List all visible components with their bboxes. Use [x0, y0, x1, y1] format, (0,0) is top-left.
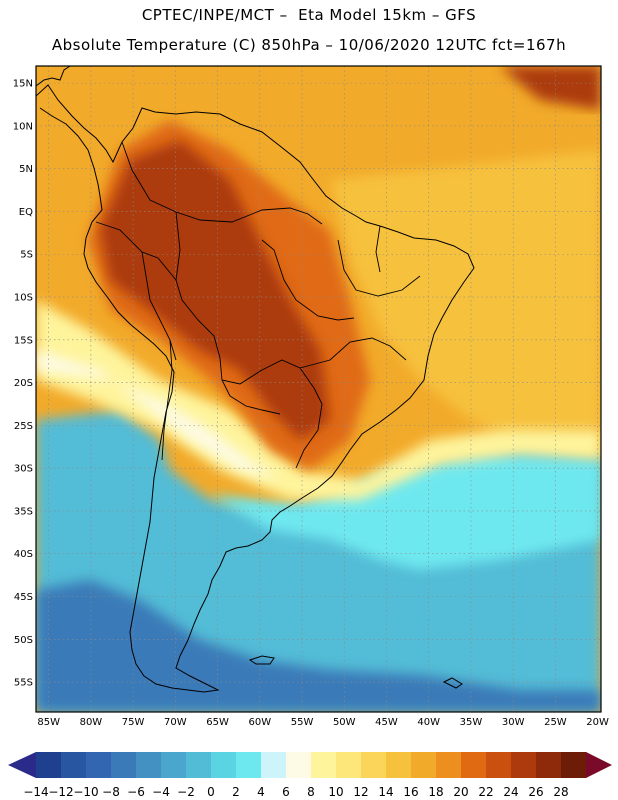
lon-label: 50W	[333, 717, 356, 728]
lat-label: 50S	[14, 635, 33, 646]
colorbar-label: 16	[403, 785, 418, 799]
colorbar-label: 12	[353, 785, 368, 799]
lon-label: 30W	[502, 717, 525, 728]
temperature-field	[36, 66, 601, 712]
colorbar-cells	[36, 752, 587, 778]
lat-label: EQ	[19, 207, 33, 218]
colorbar-cell	[211, 752, 237, 778]
colorbar-cell	[186, 752, 212, 778]
lon-label: 25W	[544, 717, 567, 728]
field-pale-band	[36, 350, 280, 480]
colorbar-cell	[411, 752, 437, 778]
colorbar-cell	[311, 752, 337, 778]
colorbar-max-arrow	[586, 752, 612, 778]
central-america-coastline	[36, 66, 71, 87]
colorbar-label: −8	[102, 785, 120, 799]
colorbar-label: 2	[232, 785, 240, 799]
map-subtitle: Absolute Temperature (C) 850hPa – 10/06/…	[51, 36, 567, 54]
lat-label: 5S	[20, 250, 33, 261]
lat-label: 15N	[13, 79, 33, 90]
lon-label: 35W	[460, 717, 483, 728]
colorbar-label: 20	[453, 785, 468, 799]
lat-label: 15S	[14, 335, 33, 346]
colorbar-cell	[436, 752, 462, 778]
colorbar-cell	[286, 752, 312, 778]
lat-label: 45S	[14, 592, 33, 603]
colorbar-cell	[336, 752, 362, 778]
map-title: CPTEC/INPE/MCT – Eta Model 15km – GFS	[141, 6, 477, 24]
lat-label: 55S	[14, 678, 33, 689]
colorbar-labels: −14 −12 −10 −8 −6 −4 −2 0 2 4 6 8 10 12 14 16 18 20 22 24 26…	[23, 785, 568, 799]
lon-label: 20W	[586, 717, 609, 728]
colorbar-cell	[486, 752, 512, 778]
colorbar-label: −10	[73, 785, 98, 799]
lat-label: 30S	[14, 464, 33, 475]
longitude-labels: 85W 80W 75W 70W 65W 60W 55W 50W 45W 40W 35W 30W 25W 2…	[37, 717, 609, 728]
field-deep-cold	[36, 580, 601, 712]
field-yellow-band	[36, 300, 601, 500]
colorbar-cell	[561, 752, 587, 778]
field-warm-ocean	[330, 150, 601, 440]
colorbar-label: 22	[478, 785, 493, 799]
colorbar-label: 6	[282, 785, 290, 799]
lat-label: 10N	[13, 121, 33, 132]
colorbar-cell	[111, 752, 137, 778]
south-america-coastline	[36, 84, 475, 693]
colorbar-label: 14	[378, 785, 393, 799]
lat-label: 25S	[14, 421, 33, 432]
temperature-colorbar: −14 −12 −10 −8 −6 −4 −2 0 2 4 6 8 10 12 14 16 18 20 22 24 26…	[8, 752, 612, 799]
colorbar-cell	[36, 752, 62, 778]
colorbar-cell	[86, 752, 112, 778]
lat-label: 35S	[14, 506, 33, 517]
colorbar-label: −6	[127, 785, 145, 799]
lat-label: 5N	[19, 164, 33, 175]
field-cyan-band	[210, 455, 601, 570]
falkland-islands	[248, 655, 275, 665]
colorbar-label: 26	[528, 785, 543, 799]
lon-label: 65W	[206, 717, 229, 728]
colorbar-label: 24	[503, 785, 518, 799]
colorbar-cell	[361, 752, 387, 778]
lon-label: 70W	[164, 717, 187, 728]
temperature-map: 15N 10N 5N EQ 5S 10S 15S 20S 25S 30S 35S 40S 45S 50S 5…	[13, 65, 609, 728]
colorbar-min-arrow	[8, 752, 36, 778]
colorbar-cell	[261, 752, 287, 778]
colorbar-label: −2	[177, 785, 195, 799]
colorbar-label: 0	[207, 785, 215, 799]
country-borders	[95, 141, 421, 469]
colorbar-cell	[61, 752, 87, 778]
field-northeast-hot	[500, 66, 601, 110]
lon-label: 45W	[375, 717, 398, 728]
lat-label: 20S	[14, 378, 33, 389]
lon-label: 40W	[417, 717, 440, 728]
colorbar-cell	[136, 752, 162, 778]
lon-label: 85W	[37, 717, 60, 728]
plot-frame	[35, 65, 602, 713]
colorbar-label: 10	[328, 785, 343, 799]
latitude-labels: 15N 10N 5N EQ 5S 10S 15S 20S 25S 30S 35S 40S 45S 50S 5…	[13, 79, 33, 689]
colorbar-cell	[161, 752, 187, 778]
colorbar-cell	[511, 752, 537, 778]
colorbar-label: −12	[48, 785, 73, 799]
colorbar-label: 8	[307, 785, 315, 799]
colorbar-label: −14	[23, 785, 48, 799]
lat-label: 10S	[14, 293, 33, 304]
colorbar-label: 4	[257, 785, 265, 799]
colorbar-cell	[386, 752, 412, 778]
lon-label: 60W	[248, 717, 271, 728]
lat-label: 40S	[14, 549, 33, 560]
colorbar-label: 18	[428, 785, 443, 799]
lon-label: 80W	[80, 717, 103, 728]
colorbar-cell	[536, 752, 562, 778]
colorbar-cell	[461, 752, 487, 778]
lon-label: 55W	[291, 717, 314, 728]
south-georgia	[442, 677, 463, 689]
colorbar-label: 28	[553, 785, 568, 799]
colorbar-label: −4	[152, 785, 170, 799]
lon-label: 75W	[122, 717, 145, 728]
colorbar-cell	[236, 752, 262, 778]
coastlines-and-borders	[36, 66, 475, 693]
